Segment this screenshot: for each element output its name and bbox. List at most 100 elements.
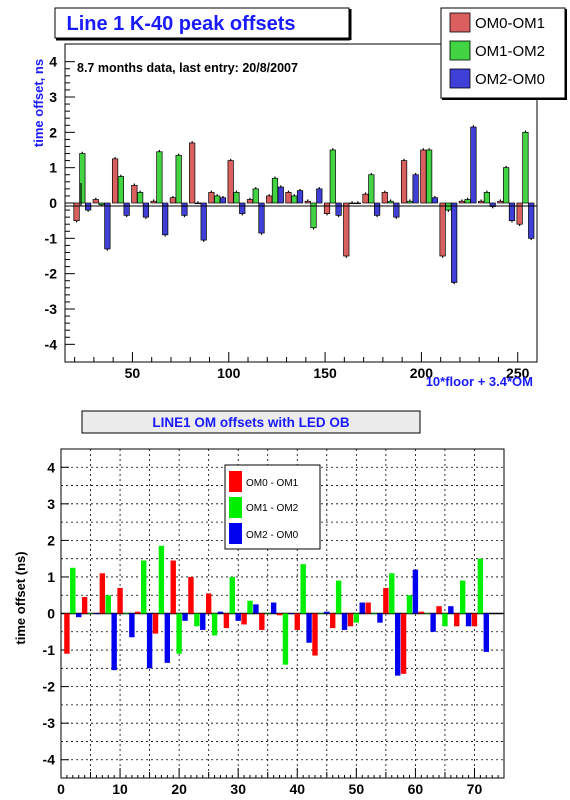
top-title-box [54,7,350,39]
bottom-bar-series-1 [64,613,70,654]
top-bar-series-3 [85,202,92,211]
bottom-bar-series-1 [241,613,247,625]
bottom-title-box [81,410,421,434]
top-x-axis: 50 100 150 200 250 [74,352,538,381]
legend-label-om0-om1: OM0-OM1 [475,15,545,32]
bottom-bar-series-1 [135,611,141,614]
top-y-tick-label: -3 [45,301,58,317]
top-bar-series-3 [431,197,438,204]
top-bar-series-2 [233,192,240,204]
top-bar-series-1 [285,192,292,204]
bottom-bar-series-1 [188,576,194,614]
bottom-bar-series-1 [330,613,336,629]
bottom-bar-series-2 [211,613,218,636]
top-bar-series-1 [381,192,388,204]
top-bar-series-2 [445,202,452,211]
top-bar-series-1 [169,197,176,204]
top-bar-series-3 [162,202,169,236]
top-chart-title: Line 1 K-40 peak offsets [67,13,296,35]
bottom-bar-series-3 [129,613,135,638]
top-bar-series-2 [252,188,259,204]
bottom-x-tick-label: 40 [289,781,305,797]
top-bar-series-1 [343,202,350,257]
bottom-legend: OM0 - OM1 OM1 - OM2 OM2 - OM0 [224,464,321,550]
top-bar-series-2 [137,192,144,204]
top-bar-series-1 [92,199,99,204]
top-x-tick-label: 100 [217,365,241,381]
bottom-bar-series-2 [265,613,271,615]
top-bars [73,125,535,285]
top-y-tick-label: 4 [49,54,57,70]
bottom-bar-series-1 [223,613,230,629]
bottom-bar-series-2 [318,613,324,615]
top-bar-series-2 [194,202,202,204]
top-bar-series-2 [291,195,298,204]
top-bar-series-1 [227,160,234,204]
bottom-bar-series-3 [341,613,348,630]
bottom-bar-series-2 [353,613,360,623]
top-bar-series-1 [208,192,215,204]
bottom-bar-series-2 [389,573,395,614]
top-y-tick-label: -1 [45,230,58,246]
top-bar-series-2 [503,167,510,204]
top-bar-series-1 [111,158,119,204]
bottom-x-tick-label: 30 [230,781,246,797]
bottom-bar-series-1 [312,613,318,656]
bottom-y-tick-label: -3 [43,715,56,731]
bottom-y-tick-label: 4 [47,459,55,475]
top-bar-series-1 [131,184,138,204]
top-bar-series-3 [181,202,188,216]
legend-label-om2-om0-led: OM2 - OM0 [246,530,299,541]
bottom-bar-series-3 [235,613,241,621]
top-y-axis: -4 -3 -2 -1 0 1 2 3 4 [45,54,75,352]
top-bar-series-1 [304,200,311,204]
bottom-bar-series-3 [430,613,436,632]
top-bar-series-3 [123,202,130,216]
bottom-bar-series-1 [276,613,283,616]
bottom-y-tick-label: -1 [43,642,56,658]
bottom-bar-series-2 [105,595,111,614]
top-y-tick-label: 3 [49,89,57,105]
top-bar-series-1 [362,193,369,204]
bottom-bar-series-3 [182,613,188,621]
bottom-bar-series-1 [259,613,265,630]
top-chart-subtitle: 8.7 months data, last entry: 20/8/2007 [77,61,298,75]
bottom-bar-series-1 [471,613,478,627]
top-bar-series-1 [246,199,254,204]
bottom-bar-series-3 [483,613,489,652]
bottom-bar-series-3 [146,613,153,669]
top-x-tick-label: 50 [125,365,141,381]
top-bar-series-2 [387,200,394,204]
legend-label-om1-om2-led: OM1 - OM2 [246,503,299,514]
legend-swatch-blue [229,523,242,544]
top-bar-series-2 [329,149,336,204]
legend-swatch-green [229,497,242,518]
top-bar-series-3 [104,202,111,250]
bottom-y-tick-label: -4 [43,752,56,768]
bottom-y-tick-label: 3 [47,496,55,512]
bottom-bar-series-2 [229,576,235,614]
top-bar-series-3 [451,202,458,283]
bottom-bar-series-2 [406,595,413,614]
bottom-y-tick-label: -2 [43,679,56,695]
bottom-bar-series-1 [436,606,442,614]
top-bar-series-3 [393,202,400,218]
bottom-y-axis-label: time offset (ns) [13,551,28,644]
top-bar-series-2 [522,131,529,204]
bottom-y-tick-label: 0 [47,606,55,622]
bottom-x-tick-label: 60 [408,781,424,797]
top-bar-series-1 [458,200,465,204]
top-y-tick-label: 2 [49,124,57,140]
bottom-bar-series-1 [81,597,88,614]
top-bar-series-3 [296,190,304,204]
legend-label-om1-om2: OM1-OM2 [475,43,545,60]
top-bar-series-3 [258,202,265,234]
bottom-bar-series-1 [365,602,371,614]
top-bar-series-3 [142,202,150,218]
top-bar-series-2 [271,177,279,204]
top-x-tick-label: 150 [313,365,337,381]
bottom-bar-series-3 [270,602,277,614]
bottom-bar-series-3 [306,613,312,643]
bottom-chart-title: LINE1 OM offsets with LED OB [152,415,350,430]
bottom-bar-series-3 [164,613,171,663]
